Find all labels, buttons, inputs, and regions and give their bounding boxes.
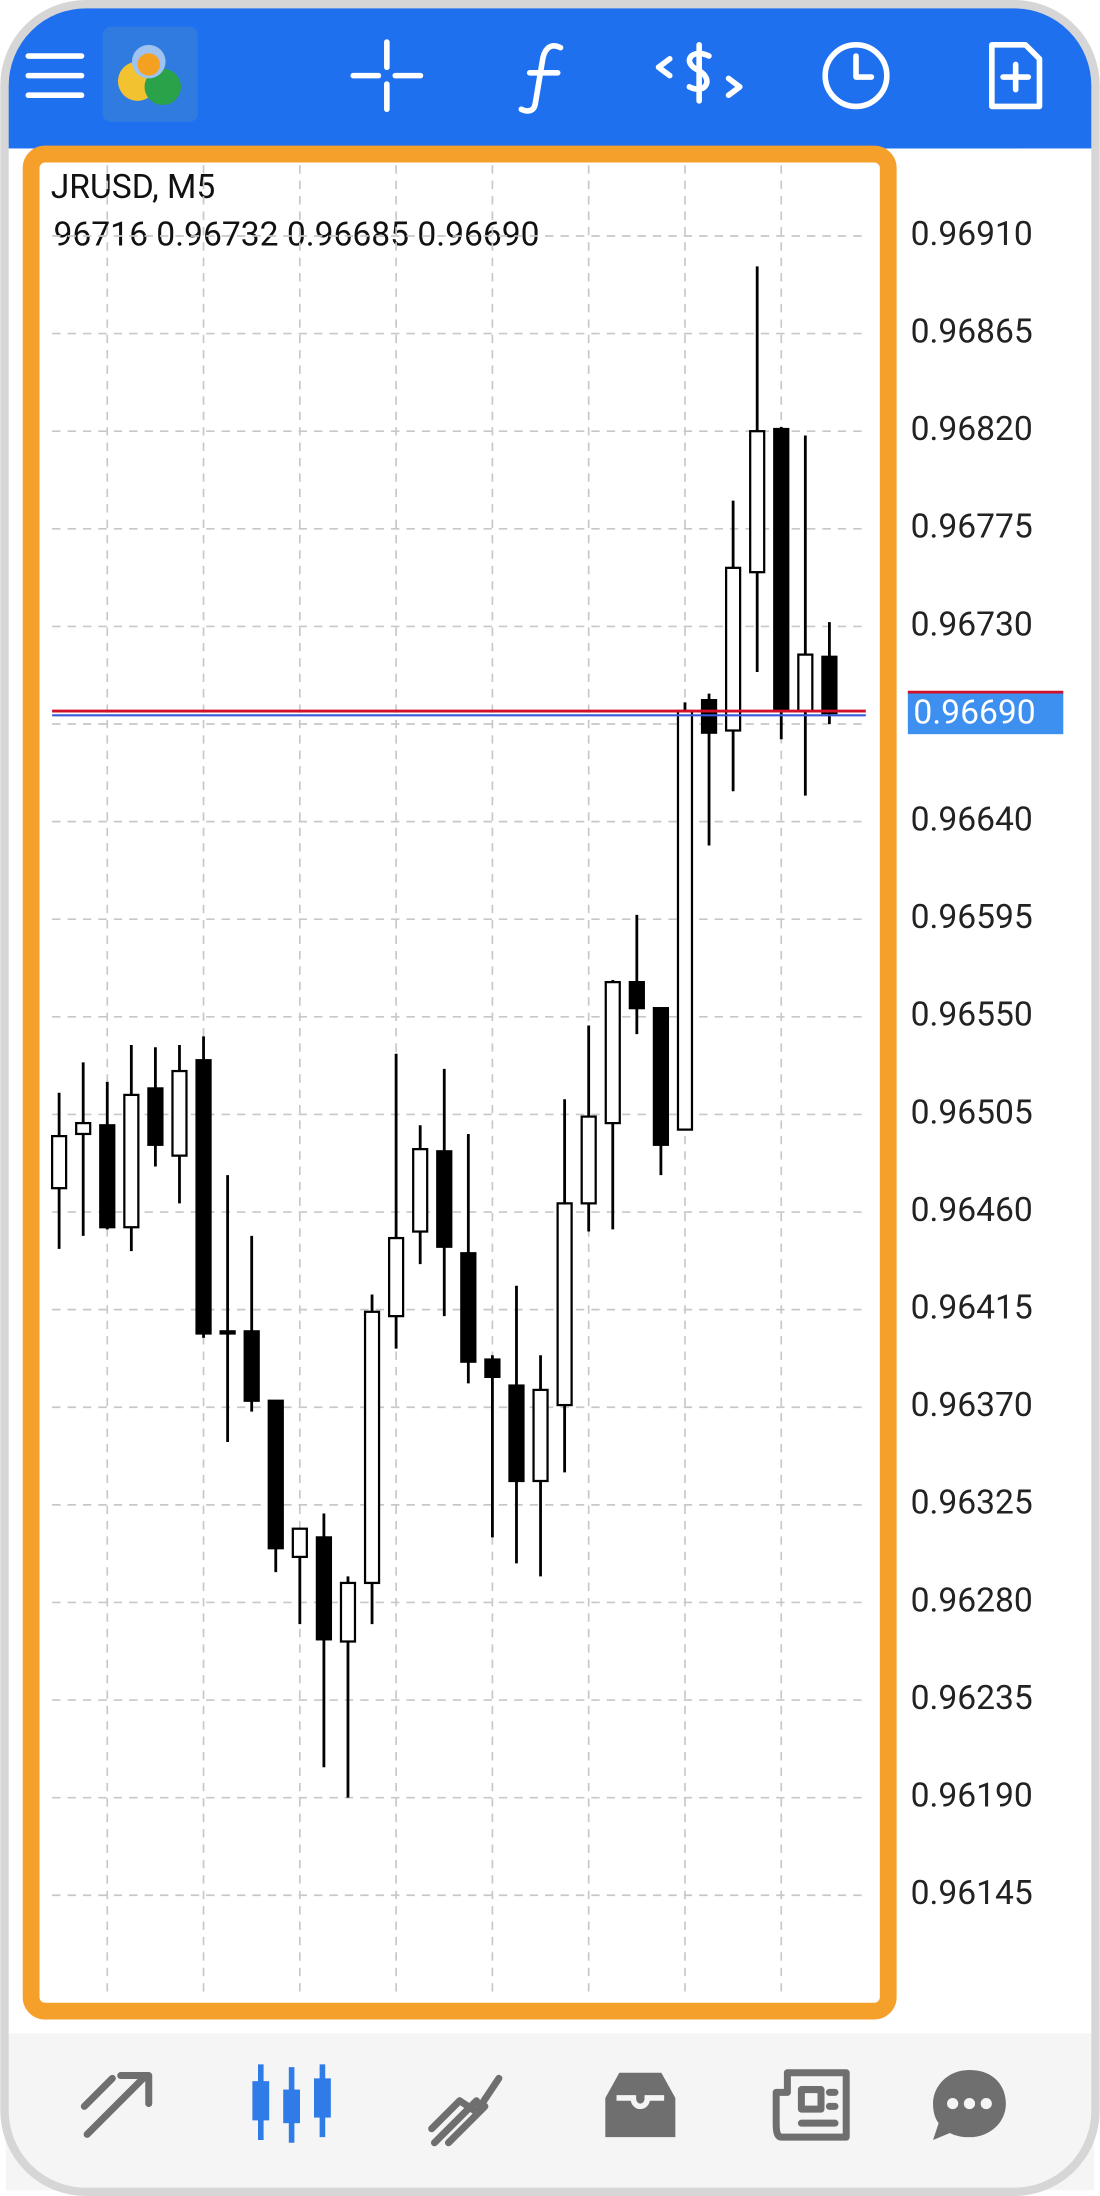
menu-button[interactable] <box>25 53 85 99</box>
y-tick-label: 0.96415 <box>911 1289 1033 1328</box>
chart-symbol: JRUSD, M5 <box>51 168 216 207</box>
candle-body <box>604 980 621 1125</box>
indicators-button[interactable] <box>518 43 564 114</box>
trade-button[interactable] <box>655 42 743 104</box>
candle-body <box>147 1087 164 1146</box>
quotes-tab[interactable] <box>80 2072 153 2138</box>
y-tick-label: 0.96235 <box>911 1679 1033 1718</box>
y-tick-label: 0.96775 <box>911 508 1033 547</box>
candle-body <box>628 980 645 1010</box>
news-tab[interactable] <box>772 2069 850 2141</box>
candle-body <box>821 655 838 715</box>
candle-body <box>436 1150 453 1248</box>
highlight-frame <box>22 145 897 2020</box>
candle-body <box>724 566 742 732</box>
y-tick-label: 0.96640 <box>911 800 1033 839</box>
candle-body <box>123 1093 140 1229</box>
candle-body <box>484 1358 501 1378</box>
candle-body <box>291 1527 308 1559</box>
y-tick-label: 0.96865 <box>911 312 1033 351</box>
ohlc-readout: 96716 0.96732 0.96685 0.96690 <box>54 216 540 255</box>
candle-body <box>797 653 814 713</box>
crosshair-button[interactable] <box>350 39 424 113</box>
price-tag <box>907 692 1064 735</box>
candle-body <box>195 1059 212 1335</box>
new-order-button[interactable] <box>989 42 1043 110</box>
candle-body <box>676 709 694 1131</box>
candle-body <box>532 1388 549 1483</box>
candle-body <box>460 1252 477 1363</box>
candle-body <box>75 1121 92 1136</box>
chat-tab[interactable] <box>933 2069 1006 2140</box>
candle-body <box>243 1330 260 1402</box>
candle-body <box>171 1069 188 1157</box>
candle-body <box>580 1115 597 1205</box>
y-tick-label: 0.96190 <box>911 1777 1033 1816</box>
period-button[interactable] <box>822 42 890 110</box>
candle-body <box>50 1134 68 1190</box>
candle-body <box>219 1330 236 1335</box>
y-tick-label: 0.96910 <box>911 215 1033 254</box>
y-tick-label: 0.96550 <box>911 996 1033 1035</box>
candle-body <box>267 1399 284 1550</box>
candle-body <box>700 699 718 734</box>
history-tab[interactable] <box>605 2072 676 2138</box>
candle-body <box>508 1384 525 1483</box>
trade-tab[interactable] <box>428 2074 503 2147</box>
y-tick-label: 0.96145 <box>911 1874 1033 1913</box>
current-price-label: 0.96690 <box>913 693 1035 732</box>
y-tick-label: 0.96280 <box>911 1581 1033 1620</box>
candle-body <box>99 1124 116 1229</box>
candle-body <box>412 1148 429 1233</box>
chart-tab[interactable] <box>252 2064 331 2143</box>
y-tick-label: 0.96505 <box>911 1093 1033 1132</box>
candle-body <box>363 1310 381 1585</box>
candle-body <box>315 1536 333 1641</box>
y-tick-label: 0.96325 <box>911 1484 1033 1523</box>
y-tick-label: 0.96595 <box>911 898 1033 937</box>
y-tick-label: 0.96370 <box>911 1386 1033 1425</box>
bottom-nav <box>5 2033 1095 2191</box>
candle-body <box>387 1236 405 1318</box>
plot-area: 0.96910 0.96865 0.96820 0.96775 0.96730 0.966… <box>50 165 1064 1992</box>
candle-body <box>652 1007 670 1146</box>
y-tick-label: 0.96730 <box>911 605 1033 644</box>
candle-body <box>773 427 790 713</box>
app-logo[interactable] <box>102 26 198 122</box>
y-tick-label: 0.96460 <box>911 1191 1033 1230</box>
candle-body <box>749 430 766 574</box>
candle-body <box>556 1202 573 1407</box>
candle-body <box>339 1581 357 1643</box>
y-tick-label: 0.96820 <box>911 410 1033 449</box>
